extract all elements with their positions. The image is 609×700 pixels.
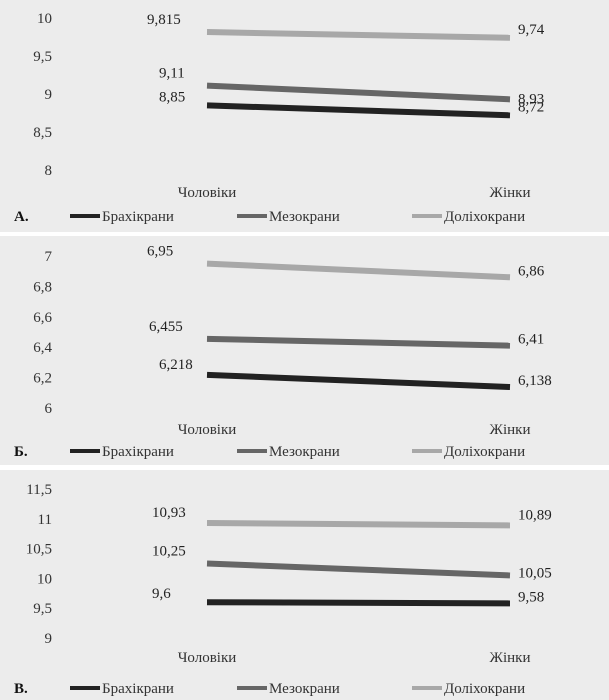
y-tick-label: 7 bbox=[45, 249, 53, 265]
x-category-label: Чоловіки bbox=[178, 650, 237, 666]
legend-entry: Доліхокрани bbox=[444, 681, 525, 697]
series-line-2 bbox=[206, 335, 511, 349]
data-label: 6,218 bbox=[159, 357, 193, 373]
data-label: 9,815 bbox=[147, 12, 181, 28]
y-tick-label: 6,2 bbox=[33, 371, 52, 387]
data-label: 6,455 bbox=[149, 319, 183, 335]
legend-entry: Мезокрани bbox=[269, 681, 340, 697]
data-label: 8,72 bbox=[518, 99, 544, 115]
legend-entry: Брахікрани bbox=[102, 681, 174, 697]
data-label: 9,58 bbox=[518, 589, 544, 605]
legend-entry: Мезокрани bbox=[269, 444, 340, 460]
panel-label: А. bbox=[14, 209, 29, 225]
series-line-3 bbox=[206, 29, 511, 41]
series-line-1 bbox=[206, 371, 511, 391]
data-label: 8,93 bbox=[518, 91, 544, 107]
data-label: 10,05 bbox=[518, 565, 552, 581]
panel-label: В. bbox=[14, 681, 28, 697]
y-tick-label: 9,5 bbox=[33, 49, 52, 65]
series-line-1 bbox=[206, 599, 511, 607]
line-chart-c: 11,5 11 10,5 10 9,5 9 9,6 9,58 10,25 10,05 10,93 10… bbox=[14, 482, 552, 697]
y-tick-label: 6,6 bbox=[33, 310, 52, 326]
data-label: 9,6 bbox=[152, 586, 171, 602]
panel-label: Б. bbox=[14, 444, 28, 460]
y-tick-label: 6,4 bbox=[33, 340, 52, 356]
data-label: 6,86 bbox=[518, 263, 545, 279]
legend-entry: Доліхокрани bbox=[444, 444, 525, 460]
data-label: 10,89 bbox=[518, 507, 552, 523]
data-label: 10,25 bbox=[152, 544, 186, 560]
y-tick-label: 8,5 bbox=[33, 125, 52, 141]
line-chart-a: 10 9,5 9 8,5 8 8,85 8,72 9,11 8,93 9,815 9,74 Чолов… bbox=[14, 11, 545, 225]
data-label: 6,41 bbox=[518, 332, 544, 348]
chart-panel-a: 10 9,5 9 8,5 8 8,85 8,72 9,11 8,93 9,815 9,74 Чолов… bbox=[0, 0, 609, 232]
y-tick-label: 10 bbox=[37, 11, 52, 27]
data-label: 8,85 bbox=[159, 89, 185, 105]
chart-panel-b: 7 6,8 6,6 6,4 6,2 6 6,218 6,138 6,455 6,41 6,95 6,8… bbox=[0, 236, 609, 465]
chart-panel-c: 11,5 11 10,5 10 9,5 9 9,6 9,58 10,25 10,05 10,93 10… bbox=[0, 470, 609, 700]
line-chart-b: 7 6,8 6,6 6,4 6,2 6 6,218 6,138 6,455 6,41 6,95 6,8… bbox=[14, 244, 552, 460]
data-label: 6,95 bbox=[147, 244, 173, 260]
y-tick-label: 9,5 bbox=[33, 601, 52, 617]
legend-entry: Доліхокрани bbox=[444, 209, 525, 225]
series-line-2 bbox=[206, 560, 511, 579]
series-line-1 bbox=[206, 102, 511, 119]
y-tick-label: 11 bbox=[38, 512, 52, 528]
y-tick-label: 11,5 bbox=[26, 482, 52, 498]
data-label: 6,138 bbox=[518, 373, 552, 389]
legend-entry: Брахікрани bbox=[102, 209, 174, 225]
y-tick-label: 6 bbox=[45, 401, 53, 417]
data-label: 9,11 bbox=[159, 66, 185, 82]
y-tick-label: 9 bbox=[45, 87, 53, 103]
x-category-label: Жінки bbox=[490, 422, 531, 438]
x-category-label: Чоловіки bbox=[178, 422, 237, 438]
series-line-3 bbox=[206, 260, 511, 281]
x-category-label: Чоловіки bbox=[178, 185, 237, 201]
series-line-2 bbox=[206, 82, 511, 103]
y-tick-label: 10 bbox=[37, 571, 52, 587]
series-line-3 bbox=[206, 519, 511, 529]
data-label: 10,93 bbox=[152, 505, 186, 521]
data-label: 9,74 bbox=[518, 22, 545, 38]
y-tick-label: 8 bbox=[45, 163, 53, 179]
legend-entry: Брахікрани bbox=[102, 444, 174, 460]
y-tick-label: 9 bbox=[45, 631, 53, 647]
x-category-label: Жінки bbox=[490, 185, 531, 201]
y-tick-label: 6,8 bbox=[33, 279, 52, 295]
legend-entry: Мезокрани bbox=[269, 209, 340, 225]
x-category-label: Жінки bbox=[490, 650, 531, 666]
y-tick-label: 10,5 bbox=[26, 542, 52, 558]
